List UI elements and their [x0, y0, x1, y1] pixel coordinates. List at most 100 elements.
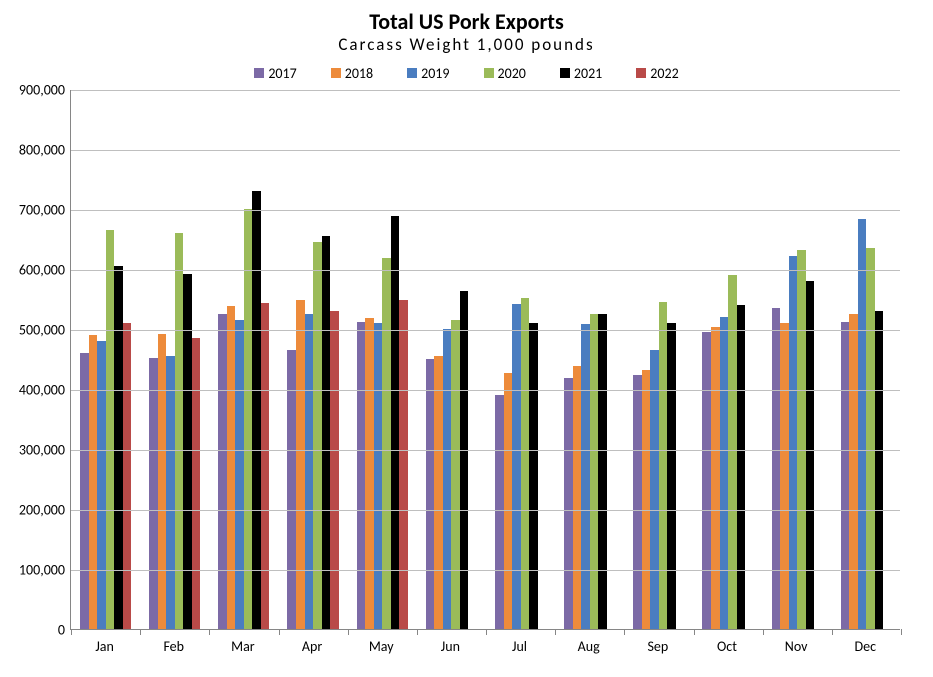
- bar: [451, 320, 460, 628]
- x-tick: [140, 629, 141, 635]
- bar: [581, 324, 590, 629]
- y-axis-label: 300,000: [19, 441, 71, 458]
- y-axis-label: 200,000: [19, 501, 71, 518]
- bar: [97, 341, 106, 629]
- x-tick: [209, 629, 210, 635]
- y-axis-label: 800,000: [19, 141, 71, 158]
- x-tick: [417, 629, 418, 635]
- bar: [659, 302, 668, 629]
- bar: [391, 216, 400, 629]
- bar: [598, 314, 607, 629]
- legend-label: 2018: [345, 65, 373, 82]
- x-axis-label: Nov: [762, 638, 831, 655]
- bar: [858, 219, 867, 629]
- gridline: [71, 330, 900, 331]
- x-axis-labels: JanFebMarAprMayJunJulAugSepOctNovDec: [70, 638, 900, 655]
- bar: [434, 356, 443, 629]
- bar: [841, 322, 850, 629]
- bar: [235, 320, 244, 629]
- bar: [573, 366, 582, 629]
- gridline: [71, 510, 900, 511]
- legend-item: 2018: [331, 65, 373, 82]
- legend-swatch: [484, 68, 494, 78]
- legend: 201720182019202020212022: [0, 65, 933, 82]
- chart-container: Total US Pork Exports Carcass Weight 1,0…: [0, 0, 933, 677]
- y-axis-label: 500,000: [19, 321, 71, 338]
- bar: [521, 298, 530, 629]
- bar: [797, 250, 806, 629]
- bar: [330, 311, 339, 629]
- x-axis-label: Aug: [554, 638, 623, 655]
- bar: [633, 375, 642, 629]
- x-tick: [486, 629, 487, 635]
- bar: [720, 317, 729, 629]
- bar: [590, 314, 599, 629]
- legend-swatch: [636, 68, 646, 78]
- bar: [287, 350, 296, 629]
- legend-item: 2019: [407, 65, 449, 82]
- legend-item: 2017: [254, 65, 296, 82]
- bar: [737, 305, 746, 629]
- bar: [789, 256, 798, 629]
- bar: [261, 303, 270, 629]
- y-axis-label: 0: [58, 621, 71, 638]
- x-tick: [832, 629, 833, 635]
- gridline: [71, 90, 900, 91]
- x-axis-label: Mar: [208, 638, 277, 655]
- bar: [504, 373, 513, 629]
- x-axis-label: Jul: [485, 638, 554, 655]
- x-tick: [763, 629, 764, 635]
- chart-subtitle: Carcass Weight 1,000 pounds: [0, 36, 933, 55]
- bar: [365, 318, 374, 629]
- legend-label: 2020: [498, 65, 526, 82]
- plot-area: 0100,000200,000300,000400,000500,000600,…: [70, 90, 900, 630]
- bar: [564, 378, 573, 629]
- plot-outer: 0100,000200,000300,000400,000500,000600,…: [70, 90, 913, 655]
- bar: [382, 258, 391, 629]
- gridline: [71, 210, 900, 211]
- bar: [495, 395, 504, 629]
- gridline: [71, 390, 900, 391]
- legend-label: 2021: [574, 65, 602, 82]
- x-tick: [694, 629, 695, 635]
- legend-item: 2021: [560, 65, 602, 82]
- x-tick: [555, 629, 556, 635]
- x-axis-label: Dec: [831, 638, 900, 655]
- x-axis-label: Apr: [277, 638, 346, 655]
- bar: [426, 359, 435, 629]
- gridline: [71, 570, 900, 571]
- legend-swatch: [254, 68, 264, 78]
- bar: [529, 323, 538, 629]
- bar: [296, 300, 305, 629]
- gridline: [71, 450, 900, 451]
- bar: [667, 323, 676, 629]
- bar: [227, 306, 236, 629]
- bar: [460, 291, 469, 629]
- legend-item: 2020: [484, 65, 526, 82]
- y-axis-label: 100,000: [19, 561, 71, 578]
- x-tick: [348, 629, 349, 635]
- bar: [772, 308, 781, 629]
- legend-label: 2019: [421, 65, 449, 82]
- bar: [80, 353, 89, 629]
- bar: [357, 322, 366, 629]
- bar: [244, 209, 253, 629]
- bar: [149, 358, 158, 629]
- bar: [806, 281, 815, 629]
- bar: [374, 323, 383, 629]
- gridline: [71, 270, 900, 271]
- bar: [875, 311, 884, 629]
- bar: [512, 304, 521, 629]
- bar: [218, 314, 227, 629]
- legend-swatch: [407, 68, 417, 78]
- x-axis-label: Jan: [70, 638, 139, 655]
- bar: [305, 314, 314, 629]
- bar: [399, 300, 408, 629]
- gridline: [71, 150, 900, 151]
- bar: [702, 332, 711, 629]
- bar: [780, 323, 789, 629]
- bar: [123, 323, 132, 629]
- y-axis-label: 400,000: [19, 381, 71, 398]
- bar: [866, 248, 875, 629]
- legend-swatch: [331, 68, 341, 78]
